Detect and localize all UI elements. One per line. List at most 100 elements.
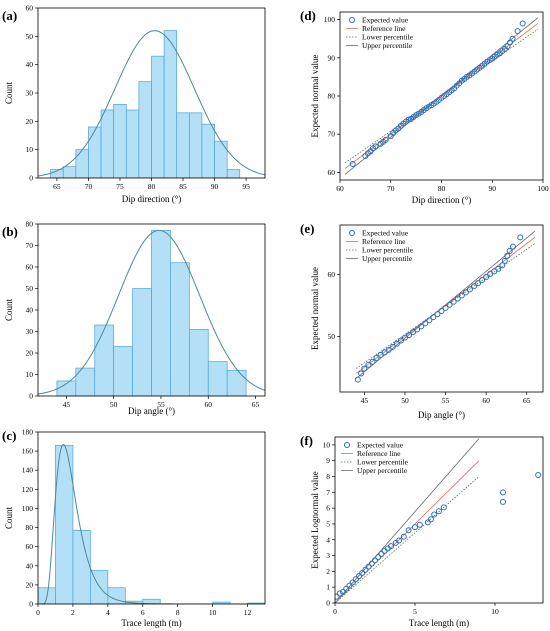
data-point [520, 21, 525, 26]
plot-area [38, 445, 265, 604]
plot-area [38, 31, 265, 178]
panel-a: (a)65 70 75 80 85 90 950102030405060Dip direct… [2, 4, 265, 205]
y-tick-label: 50 [26, 284, 34, 293]
y-tick-label: 4 [326, 535, 330, 544]
y-tick-label: 40 [26, 306, 34, 315]
data-point [432, 512, 437, 517]
data-point [496, 266, 501, 271]
x-tick-label: 80 [438, 184, 446, 193]
y-axis-title: Count [4, 82, 14, 105]
data-point [510, 244, 515, 249]
y-tick-label: 70 [26, 241, 34, 250]
histogram-bar [133, 289, 152, 397]
x-tick-label: 6 [141, 608, 145, 617]
x-tick-label: 90 [489, 184, 497, 193]
y-tick-label: 70 [328, 130, 336, 139]
data-point [501, 490, 506, 495]
histogram-bar [189, 113, 202, 178]
legend-label: Upper percentile [362, 254, 413, 263]
x-axis-title: Dip angle (°) [418, 410, 465, 420]
y-tick-label: 100 [324, 15, 336, 24]
panel-c: (c)0 2 4 6 8 10 12020406080100120140160180Trac… [2, 428, 265, 629]
legend-marker [345, 443, 350, 448]
x-tick-label: 85 [179, 182, 187, 191]
y-axis-title: Expected normal value [310, 55, 320, 138]
x-tick-label: 75 [116, 182, 124, 191]
histogram-bar [126, 110, 139, 178]
x-tick-label: 55 [442, 396, 450, 405]
histogram-bar [76, 150, 89, 178]
histogram-bar [189, 329, 208, 396]
y-axis-title: Count [4, 299, 14, 322]
data-point [501, 499, 506, 504]
x-axis-title: Dip direction (°) [122, 194, 182, 204]
data-point [536, 472, 541, 477]
y-tick-label: 80 [328, 92, 336, 101]
y-tick-label: 0 [326, 599, 330, 608]
x-tick-label: 50 [401, 396, 409, 405]
x-axis-title: Dip direction (°) [412, 195, 472, 205]
y-tick-label: 50 [328, 332, 336, 341]
y-tick-label: 0 [29, 174, 33, 183]
y-tick-label: 30 [26, 89, 34, 98]
x-tick-label: 65 [53, 182, 61, 191]
x-tick-label: 10 [209, 608, 217, 617]
y-tick-label: 60 [26, 542, 34, 551]
y-tick-label: 80 [26, 523, 34, 532]
panel-label: (f) [300, 433, 313, 448]
x-tick-label: 70 [387, 184, 395, 193]
x-tick-label: 0 [333, 607, 337, 616]
data-point [518, 235, 523, 240]
y-tick-label: 2 [326, 567, 330, 576]
x-tick-label: 8 [176, 608, 180, 617]
y-tick-label: 3 [326, 551, 330, 560]
histogram-bar [177, 113, 190, 178]
histogram-bar [63, 167, 76, 178]
x-tick-label: 70 [85, 182, 93, 191]
x-tick-label: 12 [244, 608, 252, 617]
y-axis-title: Expected normal value [310, 267, 320, 350]
y-tick-label: 60 [26, 263, 34, 272]
y-tick-label: 5 [326, 519, 330, 528]
x-axis-title: Trace length (m) [409, 618, 469, 628]
lower-line [335, 477, 479, 603]
x-tick-label: 10 [491, 607, 499, 616]
y-tick-label: 40 [26, 561, 34, 570]
histogram-bar [88, 127, 101, 178]
y-tick-label: 10 [26, 370, 34, 379]
y-tick-label: 1 [326, 583, 330, 592]
legend-marker [350, 231, 355, 236]
y-tick-label: 50 [26, 32, 34, 41]
legend: Expected valueReference lineLower percen… [341, 441, 409, 476]
histogram-bar [202, 124, 215, 178]
x-tick-label: 50 [110, 400, 118, 409]
x-tick-label: 90 [211, 182, 219, 191]
panel-e: (e) Expected valueReference lineLower per… [300, 221, 543, 420]
y-axis-title: Expected Lognormal value [310, 471, 320, 568]
y-axis-title: Count [4, 507, 14, 530]
y-tick-label: 60 [328, 270, 336, 279]
histogram-bar [95, 325, 114, 396]
x-tick-label: 95 [242, 182, 250, 191]
data-point [417, 522, 422, 527]
y-tick-label: 20 [26, 117, 34, 126]
x-tick-label: 2 [71, 608, 75, 617]
histogram-bar [152, 56, 165, 178]
histogram-bar [227, 170, 240, 179]
panel-label: (e) [300, 221, 314, 236]
legend-label: Upper percentile [357, 466, 408, 475]
x-tick-label: 100 [537, 184, 549, 193]
histogram-bar [208, 362, 227, 396]
x-tick-label: 65 [252, 400, 260, 409]
histogram-bar [227, 370, 246, 396]
x-tick-label: 5 [413, 607, 417, 616]
x-tick-label: 80 [148, 182, 156, 191]
x-tick-label: 60 [482, 396, 490, 405]
panel-label: (c) [2, 428, 16, 443]
y-tick-label: 6 [326, 504, 330, 513]
data-point [515, 29, 520, 34]
x-tick-label: 60 [205, 400, 213, 409]
